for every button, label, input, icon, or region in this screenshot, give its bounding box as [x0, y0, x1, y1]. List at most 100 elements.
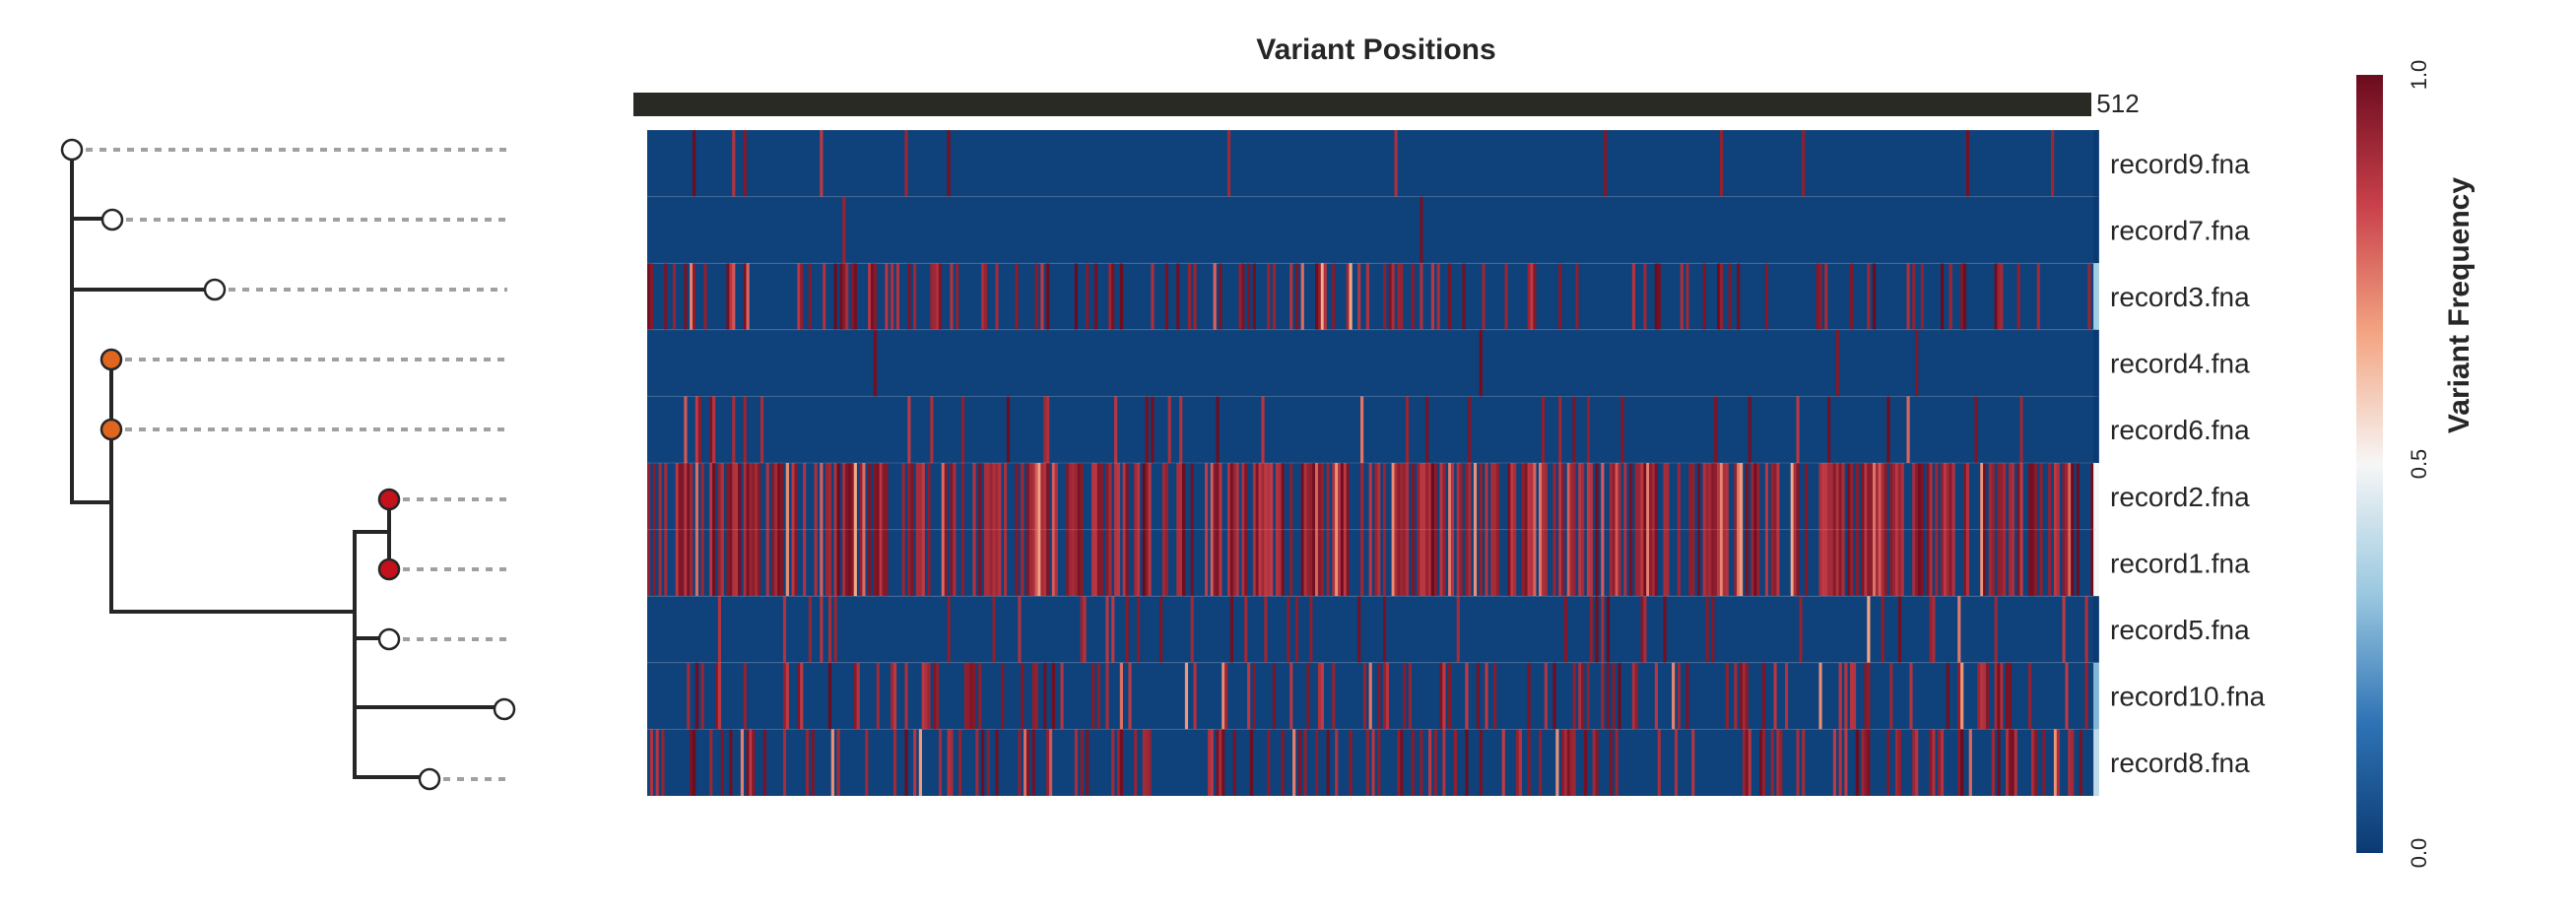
heatmap-cell	[1394, 529, 1398, 597]
heatmap-cell	[1563, 729, 1568, 796]
heatmap-cell	[771, 463, 775, 530]
heatmap-cell	[2084, 596, 2088, 663]
heatmap-cell	[1151, 263, 1155, 330]
heatmap-cell	[873, 463, 878, 530]
heatmap-cell	[1764, 263, 1769, 330]
heatmap-cell	[1643, 529, 1647, 597]
heatmap-cell	[1838, 463, 1842, 530]
heatmap-cell	[712, 463, 716, 530]
heatmap-cell	[1592, 729, 1596, 796]
heatmap-cell	[2093, 196, 2099, 264]
heatmap-cell	[1643, 263, 1647, 330]
heatmap-cell	[1425, 463, 1429, 530]
heatmap-cell	[1983, 662, 1987, 730]
heatmap-cell	[2093, 329, 2099, 397]
heatmap-cell	[1501, 729, 1505, 796]
heatmap-cell	[1742, 729, 1747, 796]
heatmap-cell	[1527, 729, 1531, 796]
heatmap-cell	[1071, 529, 1076, 597]
heatmap-cell	[1960, 729, 1964, 796]
heatmap-cell	[1309, 596, 1313, 663]
heatmap-cell	[1708, 529, 1712, 597]
heatmap-cell	[1612, 529, 1616, 597]
heatmap-cell	[1071, 463, 1076, 530]
heatmap-cell	[1116, 729, 1121, 796]
row-label: record2.fna	[2110, 482, 2250, 512]
heatmap-cell	[720, 729, 724, 796]
heatmap-cell	[1485, 529, 1488, 597]
heatmap-cell	[876, 662, 880, 730]
heatmap-cell	[1507, 463, 1511, 530]
heatmap-cell	[1122, 529, 1126, 597]
heatmap-cell	[1332, 263, 1336, 330]
heatmap-cell	[2065, 463, 2069, 530]
heatmap-cell	[1148, 529, 1152, 597]
heatmap-cell	[1219, 729, 1222, 796]
heatmap-cell	[1340, 463, 1345, 530]
heatmap-cell	[2065, 662, 2069, 730]
heatmap-cell	[1988, 529, 1992, 597]
heatmap-cell	[1365, 263, 1369, 330]
heatmap-cell	[995, 463, 999, 530]
heatmap-cell	[1320, 529, 1324, 597]
heatmap-cell	[1796, 463, 1800, 530]
heatmap-cell	[1873, 463, 1877, 530]
heatmap-cell	[1134, 463, 1138, 530]
heatmap-cell	[780, 529, 784, 597]
heatmap-cell	[944, 529, 948, 597]
heatmap-cell	[924, 662, 928, 730]
heatmap-cell	[1634, 662, 1638, 730]
heatmap-cell	[1439, 463, 1443, 530]
colorbar-tick-label: 1.0	[2407, 60, 2431, 91]
heatmap-cell	[1374, 529, 1378, 597]
heatmap-cell	[2093, 529, 2099, 597]
heatmap-cell	[1832, 729, 1836, 796]
heatmap-cell	[1900, 463, 1904, 530]
heatmap-cell	[732, 529, 736, 597]
heatmap-cell	[1938, 729, 1942, 796]
heatmap-cell	[907, 396, 911, 463]
heatmap-cell	[1581, 529, 1585, 597]
heatmap-cell	[1909, 662, 1913, 730]
heatmap-cell	[1190, 463, 1194, 530]
heatmap-cell	[1108, 463, 1112, 530]
heatmap-cell	[1417, 529, 1420, 597]
heatmap-cell	[950, 529, 954, 597]
heatmap-cell	[1420, 263, 1423, 330]
heatmap-cell	[1289, 662, 1293, 730]
heatmap-cell	[797, 662, 801, 730]
heatmap-cell	[1385, 662, 1390, 730]
heatmap-cell	[1436, 263, 1440, 330]
heatmap-cell	[746, 729, 750, 796]
heatmap-cell	[1213, 263, 1217, 330]
heatmap-cell	[1096, 529, 1100, 597]
heatmap-cell	[1897, 596, 1902, 663]
heatmap-cell	[876, 463, 880, 530]
heatmap-cell	[936, 662, 940, 730]
heatmap-cell	[1578, 463, 1582, 530]
heatmap-cell	[1439, 529, 1443, 597]
heatmap-cell	[1247, 263, 1251, 330]
heatmap-cell	[2033, 729, 2037, 796]
heatmap-cell	[1912, 529, 1916, 597]
heatmap-cell	[755, 463, 759, 530]
heatmap-cell	[2090, 529, 2094, 597]
heatmap-cell	[1601, 529, 1605, 597]
heatmap-cell	[2062, 596, 2066, 663]
heatmap-cell	[1238, 263, 1242, 330]
heatmap-cell	[1264, 463, 1268, 530]
heatmap-cell	[1920, 529, 1925, 597]
heatmap-cell	[697, 396, 701, 463]
heatmap-cell	[1691, 463, 1695, 530]
row-label: record7.fna	[2110, 215, 2250, 245]
heatmap-cell	[1790, 529, 1794, 597]
heatmap-cell	[1343, 463, 1347, 530]
heatmap-cell	[1654, 263, 1658, 330]
heatmap-cell	[1841, 463, 1845, 530]
heatmap-cell	[1685, 662, 1689, 730]
heatmap-cell	[1994, 263, 1998, 330]
heatmap-cell	[1705, 529, 1709, 597]
heatmap-cell	[1761, 662, 1766, 730]
heatmap-cell	[1578, 662, 1582, 730]
heatmap-cell	[1018, 729, 1022, 796]
